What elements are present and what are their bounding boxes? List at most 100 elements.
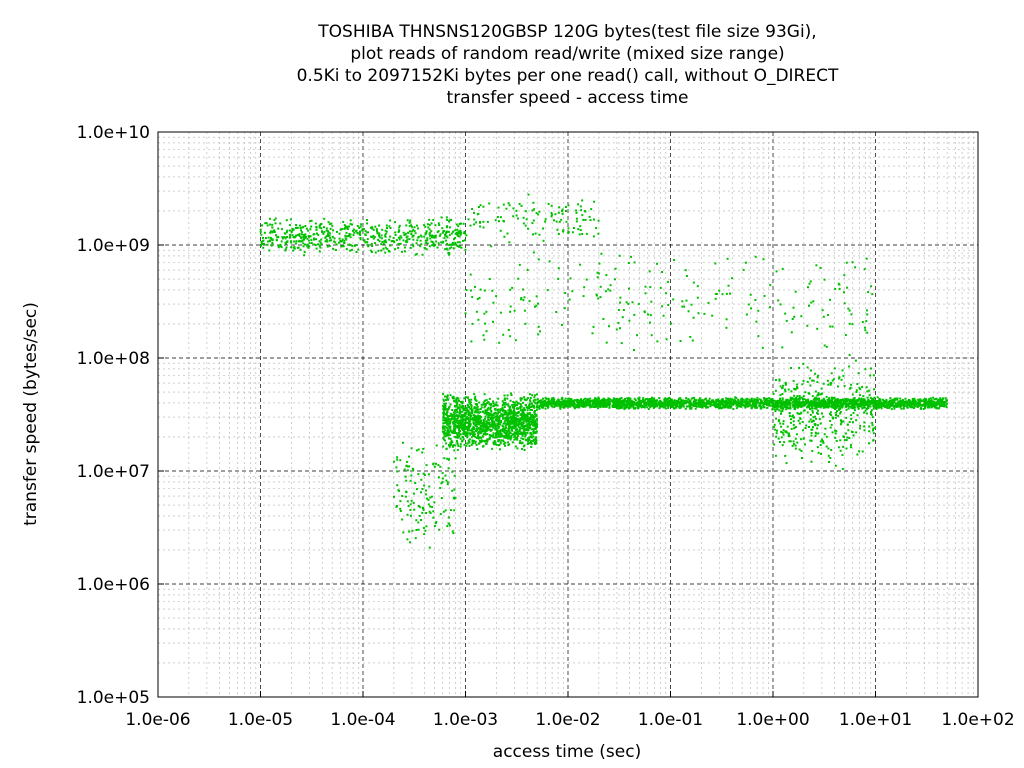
- data-point: [370, 242, 373, 245]
- data-point: [573, 401, 576, 404]
- data-point: [781, 397, 784, 400]
- data-point: [381, 228, 384, 231]
- data-point: [682, 399, 685, 402]
- data-point: [474, 417, 477, 420]
- data-point: [847, 407, 850, 410]
- data-point: [508, 409, 511, 412]
- data-point: [370, 249, 373, 252]
- data-point: [462, 428, 465, 431]
- data-point: [460, 426, 463, 429]
- data-point: [302, 242, 305, 245]
- data-point: [471, 410, 474, 413]
- data-point: [528, 407, 531, 410]
- data-point: [676, 402, 679, 405]
- data-point: [477, 408, 480, 411]
- data-point: [816, 401, 819, 404]
- data-point: [466, 442, 469, 445]
- data-point: [509, 413, 512, 415]
- data-point: [380, 234, 383, 237]
- data-point: [462, 433, 465, 435]
- data-point: [750, 397, 753, 400]
- data-point: [581, 403, 584, 406]
- data-point: [521, 434, 524, 437]
- data-point: [506, 232, 509, 235]
- data-point: [883, 405, 886, 408]
- data-point: [534, 401, 536, 404]
- data-point: [730, 400, 732, 403]
- data-point: [902, 399, 905, 402]
- data-point: [839, 401, 842, 404]
- data-point: [716, 399, 719, 402]
- data-point: [487, 426, 490, 429]
- data-point: [421, 253, 424, 256]
- data-point: [602, 398, 605, 401]
- data-point: [482, 433, 485, 435]
- data-point: [453, 243, 456, 246]
- data-point: [486, 413, 489, 416]
- data-point: [534, 415, 537, 418]
- data-point: [509, 432, 512, 435]
- data-point: [646, 406, 649, 409]
- data-point: [627, 401, 630, 404]
- data-point: [448, 247, 451, 250]
- data-point: [388, 238, 391, 241]
- data-point: [359, 237, 362, 239]
- data-point: [583, 398, 586, 401]
- data-point: [698, 402, 701, 404]
- data-point: [533, 404, 535, 407]
- data-point: [486, 438, 489, 441]
- data-point: [498, 420, 501, 423]
- data-point: [344, 237, 347, 240]
- data-point: [900, 400, 902, 402]
- data-point: [807, 398, 810, 401]
- data-point: [528, 403, 531, 405]
- data-point: [833, 367, 836, 370]
- data-point: [872, 397, 875, 400]
- data-point: [512, 426, 515, 429]
- data-point: [406, 238, 409, 241]
- data-point: [296, 226, 299, 229]
- data-point: [534, 443, 537, 445]
- data-point: [719, 400, 722, 403]
- data-point: [499, 423, 501, 426]
- data-point: [529, 423, 532, 426]
- data-point: [675, 399, 678, 402]
- data-point: [506, 430, 509, 433]
- data-point: [510, 412, 513, 415]
- data-point: [398, 238, 401, 241]
- data-point: [865, 401, 868, 404]
- data-point: [896, 401, 899, 404]
- data-point: [366, 231, 369, 234]
- data-point: [455, 411, 458, 414]
- data-point: [389, 227, 392, 229]
- data-point: [565, 402, 568, 405]
- data-point: [483, 429, 486, 432]
- data-point: [443, 230, 446, 232]
- data-point: [875, 406, 878, 409]
- data-point: [449, 427, 452, 429]
- data-point: [488, 416, 491, 419]
- data-point: [437, 222, 440, 225]
- data-point: [441, 430, 444, 433]
- data-point: [575, 217, 578, 220]
- data-point: [389, 235, 392, 238]
- data-point: [475, 404, 478, 406]
- data-point: [468, 419, 470, 422]
- data-point: [618, 405, 621, 408]
- data-point: [687, 405, 690, 408]
- data-point: [259, 228, 262, 231]
- data-point: [408, 238, 411, 241]
- data-point: [765, 402, 768, 404]
- data-point: [520, 405, 522, 408]
- data-point: [304, 236, 306, 239]
- data-point: [901, 402, 904, 405]
- data-point: [355, 244, 358, 247]
- data-point: [527, 423, 530, 426]
- data-point: [871, 416, 874, 419]
- data-point: [346, 227, 349, 230]
- data-point: [590, 208, 593, 211]
- data-point: [537, 213, 540, 216]
- data-point: [480, 416, 483, 419]
- data-point: [341, 238, 344, 241]
- data-point: [830, 414, 833, 417]
